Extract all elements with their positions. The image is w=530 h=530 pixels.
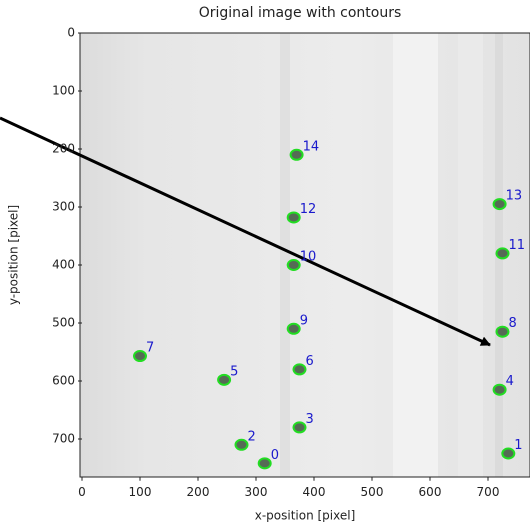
contour-label: 5 <box>230 364 238 379</box>
contour-label: 10 <box>300 250 317 265</box>
x-tick-label: 300 <box>245 485 268 499</box>
contour <box>492 383 507 396</box>
image-background <box>80 33 530 477</box>
y-tick-label: 400 <box>52 258 75 272</box>
contour-label: 14 <box>303 139 320 154</box>
y-tick-label: 200 <box>52 142 75 156</box>
contour-label: 9 <box>300 313 308 328</box>
x-tick-label: 500 <box>361 485 384 499</box>
x-tick-label: 700 <box>477 485 500 499</box>
contour <box>495 247 510 260</box>
x-tick-label: 0 <box>78 485 86 499</box>
contour-label: 3 <box>306 412 314 427</box>
contour <box>286 211 301 224</box>
chart-title: Original image with contours <box>199 5 402 21</box>
axes-frame <box>79 32 530 478</box>
contour <box>292 363 307 376</box>
y-tick-label: 700 <box>52 432 75 446</box>
contour-label: 13 <box>506 189 523 204</box>
stripe <box>458 33 483 477</box>
contour <box>501 447 516 460</box>
x-axis-label: x-position [pixel] <box>255 509 356 523</box>
x-tick-label: 600 <box>419 485 442 499</box>
y-tick-label: 100 <box>52 84 75 98</box>
stripe <box>280 33 290 477</box>
contour-label: 4 <box>506 374 514 389</box>
arrow <box>0 116 491 347</box>
y-tick-label: 600 <box>52 374 75 388</box>
stripe <box>393 33 438 477</box>
contour <box>286 259 301 271</box>
contour <box>133 350 147 363</box>
y-tick-label: 300 <box>52 200 75 214</box>
contour <box>257 457 272 470</box>
image <box>79 32 530 478</box>
contour <box>234 438 249 451</box>
contour-label: 7 <box>146 341 154 356</box>
contour <box>289 148 304 161</box>
contour <box>492 198 507 211</box>
contour-label: 1 <box>514 438 522 453</box>
contour <box>495 325 510 338</box>
y-tick-label: 500 <box>52 316 75 330</box>
x-tick-label: 100 <box>129 485 152 499</box>
contour <box>286 322 301 335</box>
contour-label: 8 <box>509 316 517 331</box>
x-tick-label: 400 <box>303 485 326 499</box>
contour <box>292 421 307 434</box>
contour-label: 6 <box>306 354 314 369</box>
contour-label: 12 <box>300 202 317 217</box>
x-tick-label: 200 <box>187 485 210 499</box>
contour-label: 11 <box>509 238 526 253</box>
contour-label: 0 <box>271 448 279 463</box>
contour <box>217 373 232 386</box>
contour-label: 2 <box>248 429 256 444</box>
y-axis-label: y-position [pixel] <box>7 205 21 305</box>
y-tick-label: 0 <box>67 26 75 40</box>
